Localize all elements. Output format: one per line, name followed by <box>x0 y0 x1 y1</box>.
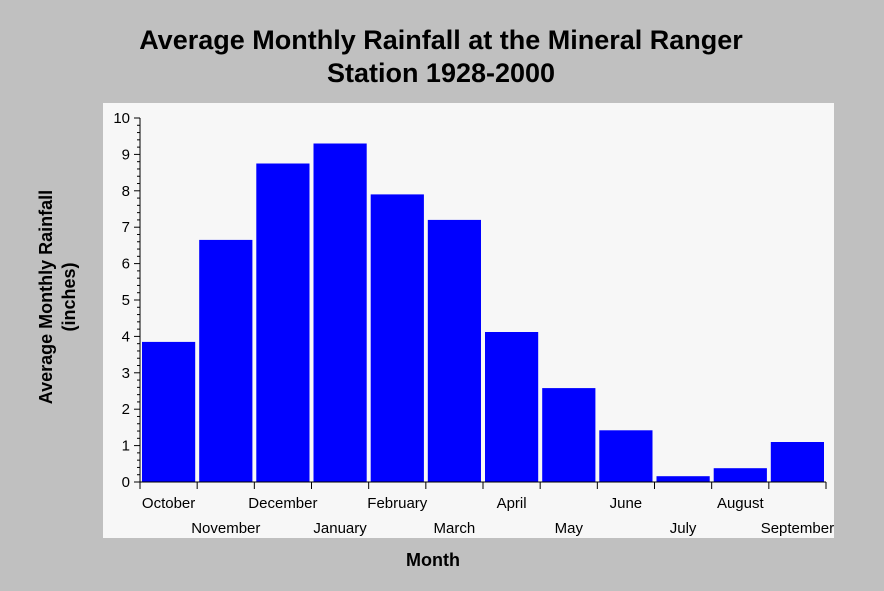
x-tick-label: March <box>434 520 476 537</box>
x-tick-label: February <box>367 495 428 512</box>
x-tick-label: July <box>670 520 697 537</box>
y-tick-label: 9 <box>122 146 130 163</box>
x-tick-label: November <box>191 520 260 537</box>
y-tick-label: 8 <box>122 183 130 200</box>
y-axis-title-line-2: (inches) <box>59 262 79 331</box>
chart-title-line-2: Station 1928-2000 <box>327 58 555 88</box>
y-tick-label: 10 <box>113 110 130 127</box>
y-tick-label: 0 <box>122 474 130 491</box>
y-tick-label: 2 <box>122 401 130 418</box>
y-tick-labels: 0 1 2 3 4 5 6 7 8 9 10 <box>113 110 130 491</box>
chart-title-line-1: Average Monthly Rainfall at the Mineral … <box>139 25 743 55</box>
bar-may <box>542 388 596 482</box>
bar-june <box>599 430 653 482</box>
x-tick-label: August <box>717 495 765 512</box>
bar-april <box>485 332 539 482</box>
y-axis-title-line-1: Average Monthly Rainfall <box>36 190 56 404</box>
y-tick-label: 1 <box>122 438 130 455</box>
x-axis-title: Month <box>406 550 460 570</box>
bar-december <box>256 163 310 482</box>
x-tick-label: May <box>555 520 584 537</box>
bar-july <box>656 476 710 482</box>
x-tick-label: April <box>497 495 527 512</box>
bars <box>142 143 824 482</box>
x-tick-label: January <box>313 520 367 537</box>
bar-november <box>199 239 253 482</box>
y-tick-label: 4 <box>122 328 130 345</box>
x-tick-label: October <box>142 495 195 512</box>
x-tick-label: September <box>761 520 834 537</box>
axes <box>134 117 827 489</box>
bar-september <box>770 442 824 482</box>
y-tick-label: 5 <box>122 292 130 309</box>
y-tick-label: 3 <box>122 365 130 382</box>
bar-october <box>142 341 196 482</box>
bar-march <box>427 219 481 482</box>
x-tick-label: June <box>610 495 643 512</box>
bar-february <box>370 194 424 482</box>
x-tick-label: December <box>248 495 317 512</box>
bar-january <box>313 143 367 482</box>
y-tick-label: 7 <box>122 219 130 236</box>
y-tick-label: 6 <box>122 256 130 273</box>
bar-august <box>713 468 767 482</box>
